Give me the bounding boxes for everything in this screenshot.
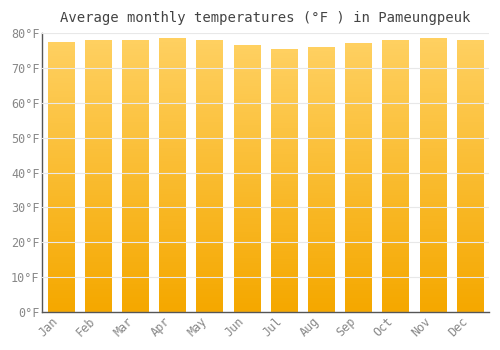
Title: Average monthly temperatures (°F ) in Pameungpeuk: Average monthly temperatures (°F ) in Pa… (60, 11, 471, 25)
